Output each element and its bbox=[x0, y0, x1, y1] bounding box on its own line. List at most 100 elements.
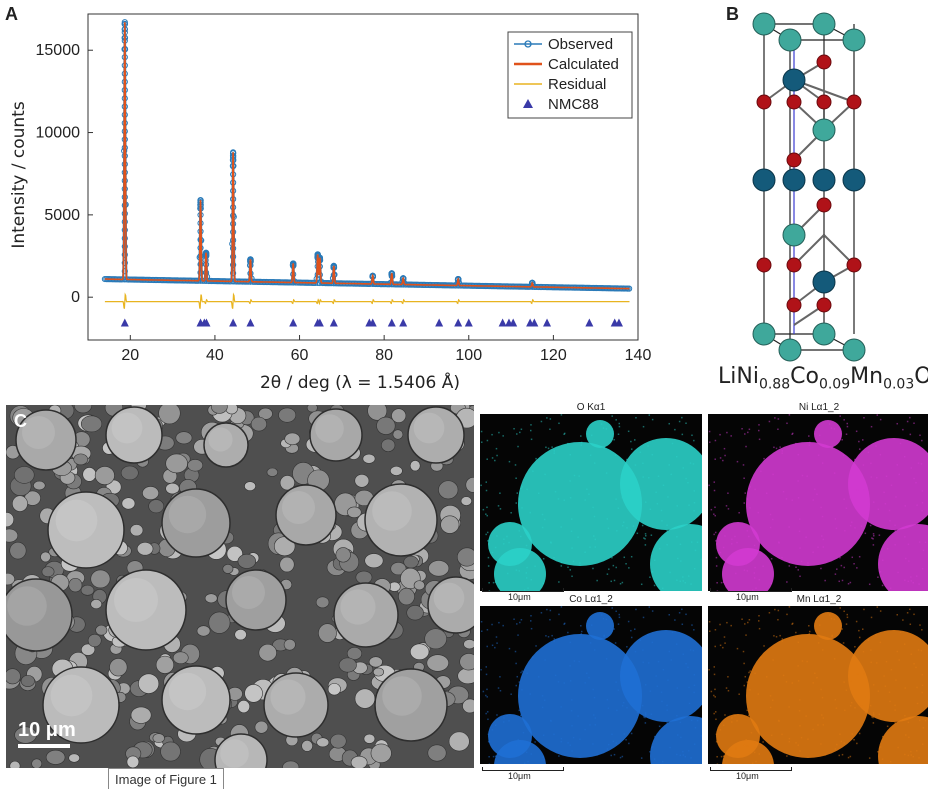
sem-small-particle bbox=[95, 466, 114, 484]
map-noise bbox=[499, 676, 501, 678]
map-noise bbox=[590, 454, 592, 456]
map-noise bbox=[693, 692, 695, 694]
sem-small-particle bbox=[83, 467, 96, 481]
map-noise bbox=[577, 536, 579, 538]
map-noise bbox=[488, 557, 490, 559]
map-noise bbox=[584, 682, 586, 684]
map-noise bbox=[910, 624, 912, 626]
map-noise bbox=[822, 462, 824, 464]
map-noise bbox=[558, 755, 560, 757]
map-noise bbox=[488, 756, 490, 758]
sem-small-particle bbox=[81, 416, 102, 432]
map-noise bbox=[861, 705, 863, 707]
map-noise bbox=[500, 690, 502, 692]
eds-map-o bbox=[480, 414, 702, 591]
map-noise bbox=[503, 721, 505, 723]
map-noise bbox=[921, 440, 923, 442]
map-noise bbox=[851, 521, 853, 523]
map-noise bbox=[676, 536, 678, 538]
map-noise bbox=[773, 447, 775, 449]
map-noise bbox=[858, 441, 860, 443]
map-noise bbox=[910, 576, 912, 578]
map-noise bbox=[799, 576, 801, 578]
map-noise bbox=[527, 587, 529, 589]
map-noise bbox=[570, 454, 572, 456]
map-noise bbox=[778, 541, 780, 543]
map-noise bbox=[758, 424, 760, 426]
map-noise bbox=[919, 435, 921, 437]
map-noise bbox=[812, 729, 814, 731]
map-noise bbox=[801, 561, 803, 563]
map-noise bbox=[676, 715, 678, 717]
map-noise bbox=[640, 452, 642, 454]
sem-particle-highlight bbox=[112, 413, 143, 444]
map-noise bbox=[904, 456, 906, 458]
map-noise bbox=[571, 576, 573, 578]
map-noise bbox=[911, 580, 913, 582]
map-noise bbox=[590, 642, 592, 644]
map-noise bbox=[713, 695, 715, 697]
map-noise bbox=[805, 536, 807, 538]
map-noise bbox=[635, 651, 637, 653]
map-noise bbox=[770, 756, 772, 758]
map-noise bbox=[821, 535, 823, 537]
map-noise bbox=[736, 542, 738, 544]
map-noise bbox=[610, 755, 612, 757]
li-atom bbox=[843, 29, 865, 51]
map-noise bbox=[603, 427, 605, 429]
sem-small-particle bbox=[425, 629, 447, 649]
map-noise bbox=[616, 530, 618, 532]
map-noise bbox=[889, 520, 891, 522]
sem-small-particle bbox=[398, 588, 414, 605]
map-noise bbox=[618, 689, 620, 691]
map-noise bbox=[700, 559, 702, 561]
map-noise bbox=[911, 467, 913, 469]
map-noise bbox=[885, 685, 887, 687]
map-noise bbox=[770, 582, 772, 584]
map-noise bbox=[882, 758, 884, 760]
sem-small-particle bbox=[12, 496, 27, 512]
map-noise bbox=[749, 486, 751, 488]
map-noise bbox=[850, 756, 852, 758]
map-noise bbox=[789, 565, 791, 567]
map-noise bbox=[863, 609, 865, 611]
sem-small-particle bbox=[364, 734, 375, 743]
map-noise bbox=[685, 478, 687, 480]
map-noise bbox=[847, 614, 849, 616]
map-noise bbox=[526, 673, 528, 675]
map-noise bbox=[734, 536, 736, 538]
map-noise bbox=[538, 493, 540, 495]
map-noise bbox=[543, 735, 545, 737]
map-noise bbox=[531, 439, 533, 441]
map-noise bbox=[624, 733, 626, 735]
map-noise bbox=[508, 542, 510, 544]
map-noise bbox=[744, 623, 746, 625]
map-noise bbox=[781, 734, 783, 735]
map-noise bbox=[690, 583, 692, 585]
map-noise bbox=[864, 515, 866, 517]
sem-small-particle bbox=[371, 744, 391, 763]
oxygen-atom bbox=[817, 198, 831, 212]
map-noise bbox=[672, 632, 674, 634]
map-noise bbox=[873, 684, 875, 686]
map-noise bbox=[720, 457, 722, 459]
map-noise bbox=[619, 617, 621, 619]
map-noise bbox=[762, 565, 764, 567]
figure-caption-tab[interactable]: Image of Figure 1 bbox=[108, 768, 224, 789]
sem-small-particle bbox=[91, 599, 102, 608]
map-noise bbox=[844, 530, 846, 532]
map-noise bbox=[659, 548, 661, 550]
map-noise bbox=[846, 508, 848, 510]
map-noise bbox=[799, 725, 801, 727]
map-noise bbox=[797, 480, 799, 482]
sem-small-particle bbox=[156, 656, 174, 673]
map-noise bbox=[925, 720, 927, 722]
map-noise bbox=[821, 714, 823, 716]
map-noise bbox=[661, 691, 663, 693]
map-noise bbox=[921, 463, 923, 465]
map-noise bbox=[818, 454, 820, 456]
map-noise bbox=[486, 490, 488, 492]
sem-small-particle bbox=[407, 605, 424, 620]
map-noise bbox=[897, 464, 899, 466]
sem-small-particle bbox=[46, 750, 65, 764]
